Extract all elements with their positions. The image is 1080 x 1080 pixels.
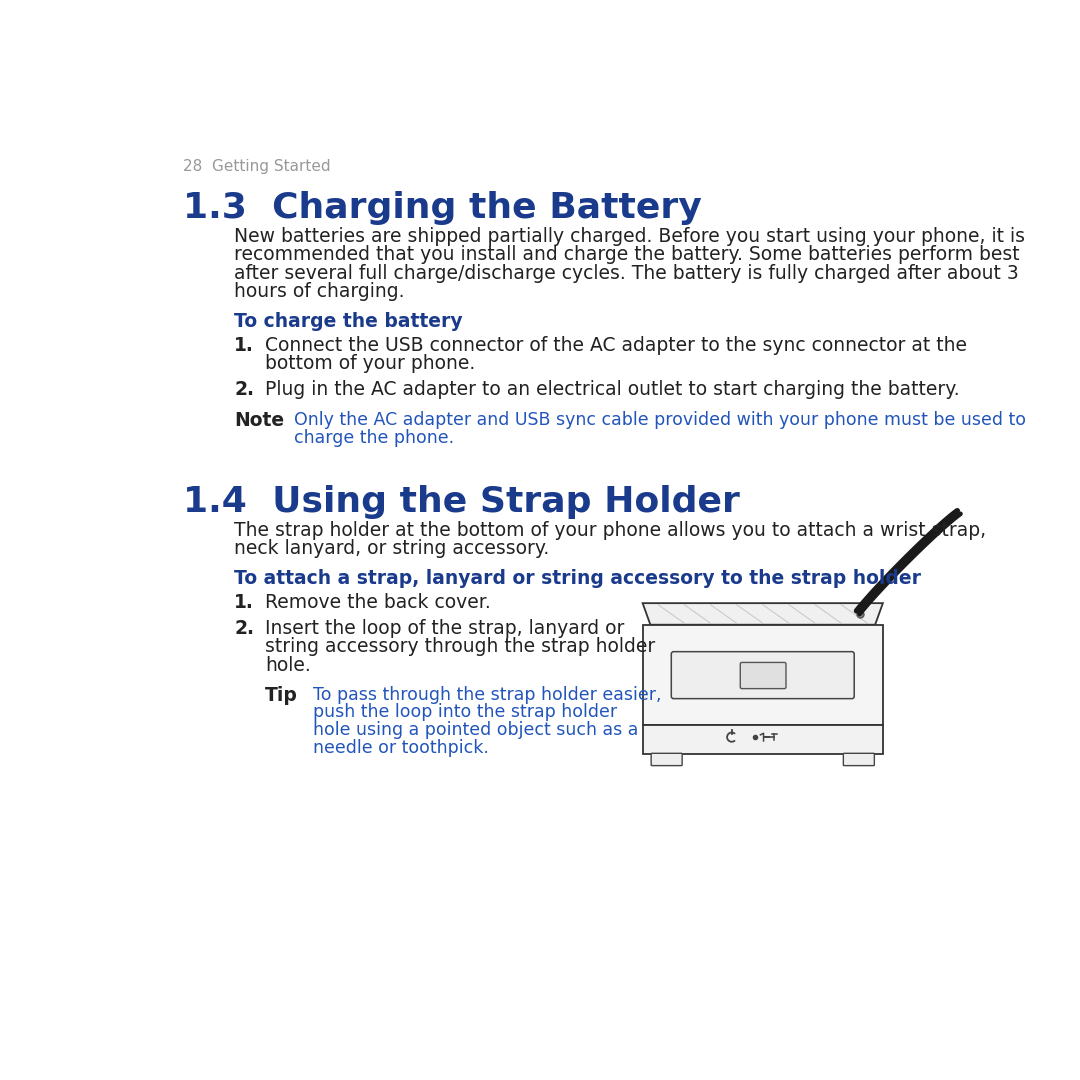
- Text: To charge the battery: To charge the battery: [234, 312, 463, 332]
- Text: Insert the loop of the strap, lanyard or: Insert the loop of the strap, lanyard or: [266, 619, 624, 637]
- FancyBboxPatch shape: [651, 754, 683, 766]
- Text: To pass through the strap holder easier,: To pass through the strap holder easier,: [313, 686, 662, 703]
- Text: needle or toothpick.: needle or toothpick.: [313, 739, 489, 757]
- Text: charge the phone.: charge the phone.: [294, 429, 454, 447]
- Text: Only the AC adapter and USB sync cable provided with your phone must be used to: Only the AC adapter and USB sync cable p…: [294, 411, 1026, 430]
- Text: The strap holder at the bottom of your phone allows you to attach a wrist strap,: The strap holder at the bottom of your p…: [234, 521, 986, 540]
- Text: hole using a pointed object such as a: hole using a pointed object such as a: [313, 721, 638, 739]
- Polygon shape: [643, 624, 882, 725]
- Text: 1.: 1.: [234, 593, 254, 612]
- FancyBboxPatch shape: [672, 651, 854, 699]
- FancyBboxPatch shape: [843, 754, 875, 766]
- Text: 1.: 1.: [234, 336, 254, 355]
- Text: Plug in the AC adapter to an electrical outlet to start charging the battery.: Plug in the AC adapter to an electrical …: [266, 380, 960, 399]
- Text: To attach a strap, lanyard or string accessory to the strap holder: To attach a strap, lanyard or string acc…: [234, 569, 921, 589]
- Text: bottom of your phone.: bottom of your phone.: [266, 354, 475, 374]
- Text: recommended that you install and charge the battery. Some batteries perform best: recommended that you install and charge …: [234, 245, 1020, 265]
- Text: 1.4  Using the Strap Holder: 1.4 Using the Strap Holder: [183, 485, 740, 519]
- Text: 28  Getting Started: 28 Getting Started: [183, 159, 330, 174]
- Text: Connect the USB connector of the AC adapter to the sync connector at the: Connect the USB connector of the AC adap…: [266, 336, 968, 355]
- Text: string accessory through the strap holder: string accessory through the strap holde…: [266, 637, 656, 656]
- Text: New batteries are shipped partially charged. Before you start using your phone, : New batteries are shipped partially char…: [234, 227, 1025, 245]
- Text: neck lanyard, or string accessory.: neck lanyard, or string accessory.: [234, 539, 550, 558]
- Text: 2.: 2.: [234, 619, 254, 637]
- Text: hole.: hole.: [266, 656, 311, 675]
- Text: 1.3  Charging the Battery: 1.3 Charging the Battery: [183, 191, 702, 226]
- Text: hours of charging.: hours of charging.: [234, 282, 405, 301]
- Text: push the loop into the strap holder: push the loop into the strap holder: [313, 703, 618, 721]
- Text: Tip: Tip: [266, 686, 298, 704]
- Polygon shape: [643, 725, 882, 754]
- Polygon shape: [643, 603, 882, 624]
- Text: after several full charge/discharge cycles. The battery is fully charged after a: after several full charge/discharge cycl…: [234, 264, 1018, 283]
- FancyBboxPatch shape: [740, 662, 786, 689]
- Text: 2.: 2.: [234, 380, 254, 399]
- Text: Note: Note: [234, 411, 284, 431]
- Text: Remove the back cover.: Remove the back cover.: [266, 593, 491, 612]
